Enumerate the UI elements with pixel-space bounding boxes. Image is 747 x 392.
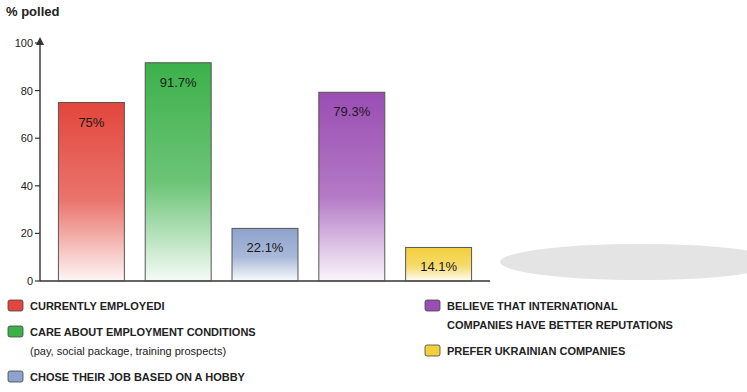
y-tick-label: 0 bbox=[27, 275, 33, 287]
legend-label: CARE ABOUT EMPLOYMENT CONDITIONS (pay, so… bbox=[30, 326, 256, 357]
bar bbox=[232, 228, 298, 281]
legend-line: BELIEVE THAT INTERNATIONAL bbox=[447, 300, 618, 312]
legend-swatch bbox=[8, 371, 23, 382]
y-tick-label: 40 bbox=[21, 180, 33, 192]
y-axis-arrow bbox=[36, 37, 44, 45]
bar bbox=[319, 92, 385, 281]
legend-label: PREFER UKRAINIAN COMPANIES bbox=[447, 345, 625, 357]
legend-line: (pay, social package, training prospects… bbox=[30, 345, 226, 357]
y-tick-label: 100 bbox=[15, 37, 33, 49]
chart: % polled 0 20 40 60 80 100 75% 91.7% 22.1% 79.3% 14… bbox=[0, 0, 747, 392]
y-tick-label: 80 bbox=[21, 85, 33, 97]
legend-label: BELIEVE THAT INTERNATIONAL COMPANIES HAVE… bbox=[447, 300, 673, 331]
bar bbox=[406, 247, 472, 281]
legend-swatch bbox=[425, 345, 440, 356]
legend-swatch bbox=[8, 300, 23, 311]
data-label: 75% bbox=[78, 115, 104, 130]
y-tick bbox=[35, 42, 40, 43]
bar bbox=[58, 103, 124, 282]
legend-line: CARE ABOUT EMPLOYMENT CONDITIONS bbox=[30, 326, 256, 338]
y-tick bbox=[35, 280, 40, 281]
legend-swatch bbox=[8, 326, 23, 337]
legend-label: CHOSE THEIR JOB BASED ON A HOBBY bbox=[30, 371, 246, 383]
y-tick bbox=[35, 138, 40, 139]
decor-shadow bbox=[500, 244, 747, 280]
y-axis-title: % polled bbox=[6, 4, 60, 19]
legend-line: COMPANIES HAVE BETTER REPUTATIONS bbox=[447, 319, 673, 331]
data-label: 22.1% bbox=[247, 240, 284, 255]
y-tick-label: 60 bbox=[21, 132, 33, 144]
bar bbox=[145, 63, 211, 281]
data-label: 79.3% bbox=[333, 104, 370, 119]
legend-label: CURRENTLY EMPLOYEDI bbox=[30, 300, 164, 312]
legend-line: CHOSE THEIR JOB BASED ON A HOBBY bbox=[30, 371, 246, 383]
y-tick-label: 20 bbox=[21, 227, 33, 239]
y-tick bbox=[35, 185, 40, 186]
data-label: 14.1% bbox=[420, 259, 457, 274]
legend-swatch bbox=[425, 300, 440, 311]
data-label: 91.7% bbox=[160, 75, 197, 90]
y-tick bbox=[35, 90, 40, 91]
y-tick bbox=[35, 233, 40, 234]
legend-line: PREFER UKRAINIAN COMPANIES bbox=[447, 345, 625, 357]
legend-line: CURRENTLY EMPLOYEDI bbox=[30, 300, 164, 312]
y-axis-line bbox=[39, 39, 40, 281]
